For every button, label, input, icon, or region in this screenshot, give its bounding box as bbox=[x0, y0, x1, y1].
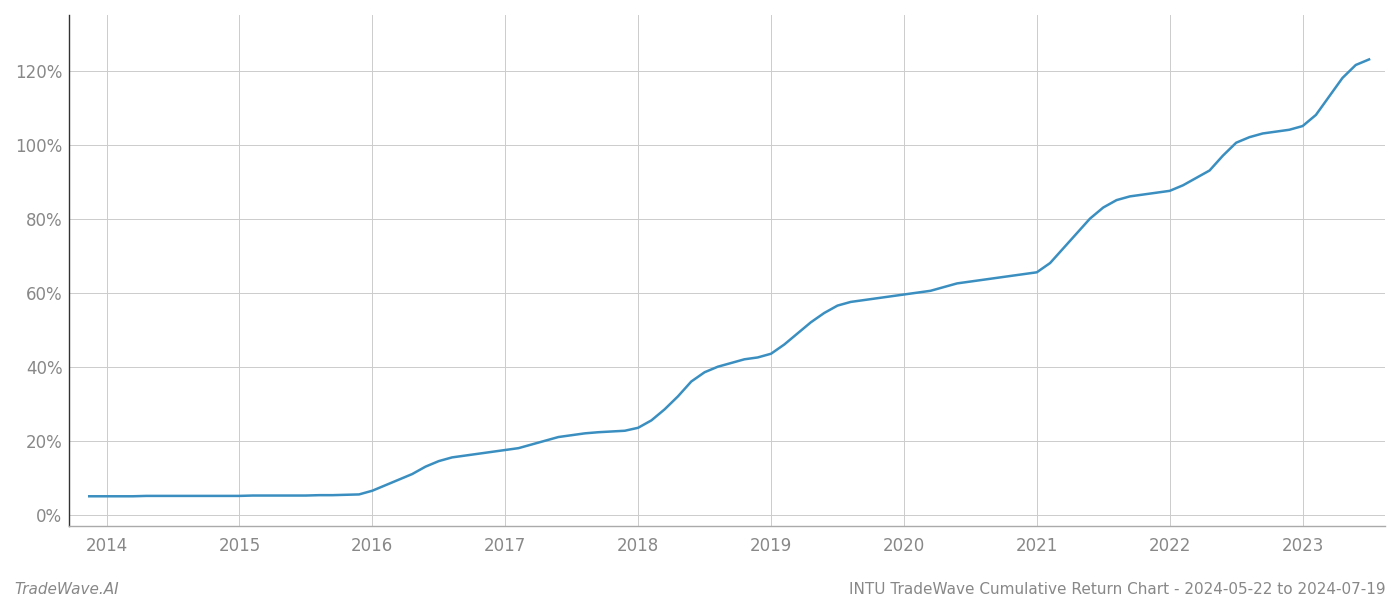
Text: TradeWave.AI: TradeWave.AI bbox=[14, 582, 119, 597]
Text: INTU TradeWave Cumulative Return Chart - 2024-05-22 to 2024-07-19: INTU TradeWave Cumulative Return Chart -… bbox=[850, 582, 1386, 597]
